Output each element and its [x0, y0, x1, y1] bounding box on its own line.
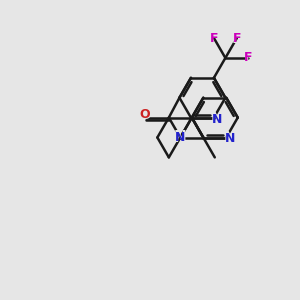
Text: F: F — [210, 32, 218, 45]
Text: F: F — [243, 50, 254, 65]
Text: N: N — [212, 112, 223, 126]
Text: F: F — [232, 31, 242, 46]
Text: O: O — [139, 108, 150, 121]
Text: N: N — [224, 131, 236, 146]
Text: N: N — [174, 130, 187, 145]
Text: N: N — [211, 112, 224, 127]
Text: F: F — [232, 32, 241, 45]
Text: N: N — [175, 131, 185, 144]
Text: F: F — [209, 31, 219, 46]
Text: F: F — [244, 51, 253, 64]
Text: N: N — [225, 133, 235, 146]
Text: O: O — [138, 107, 151, 122]
